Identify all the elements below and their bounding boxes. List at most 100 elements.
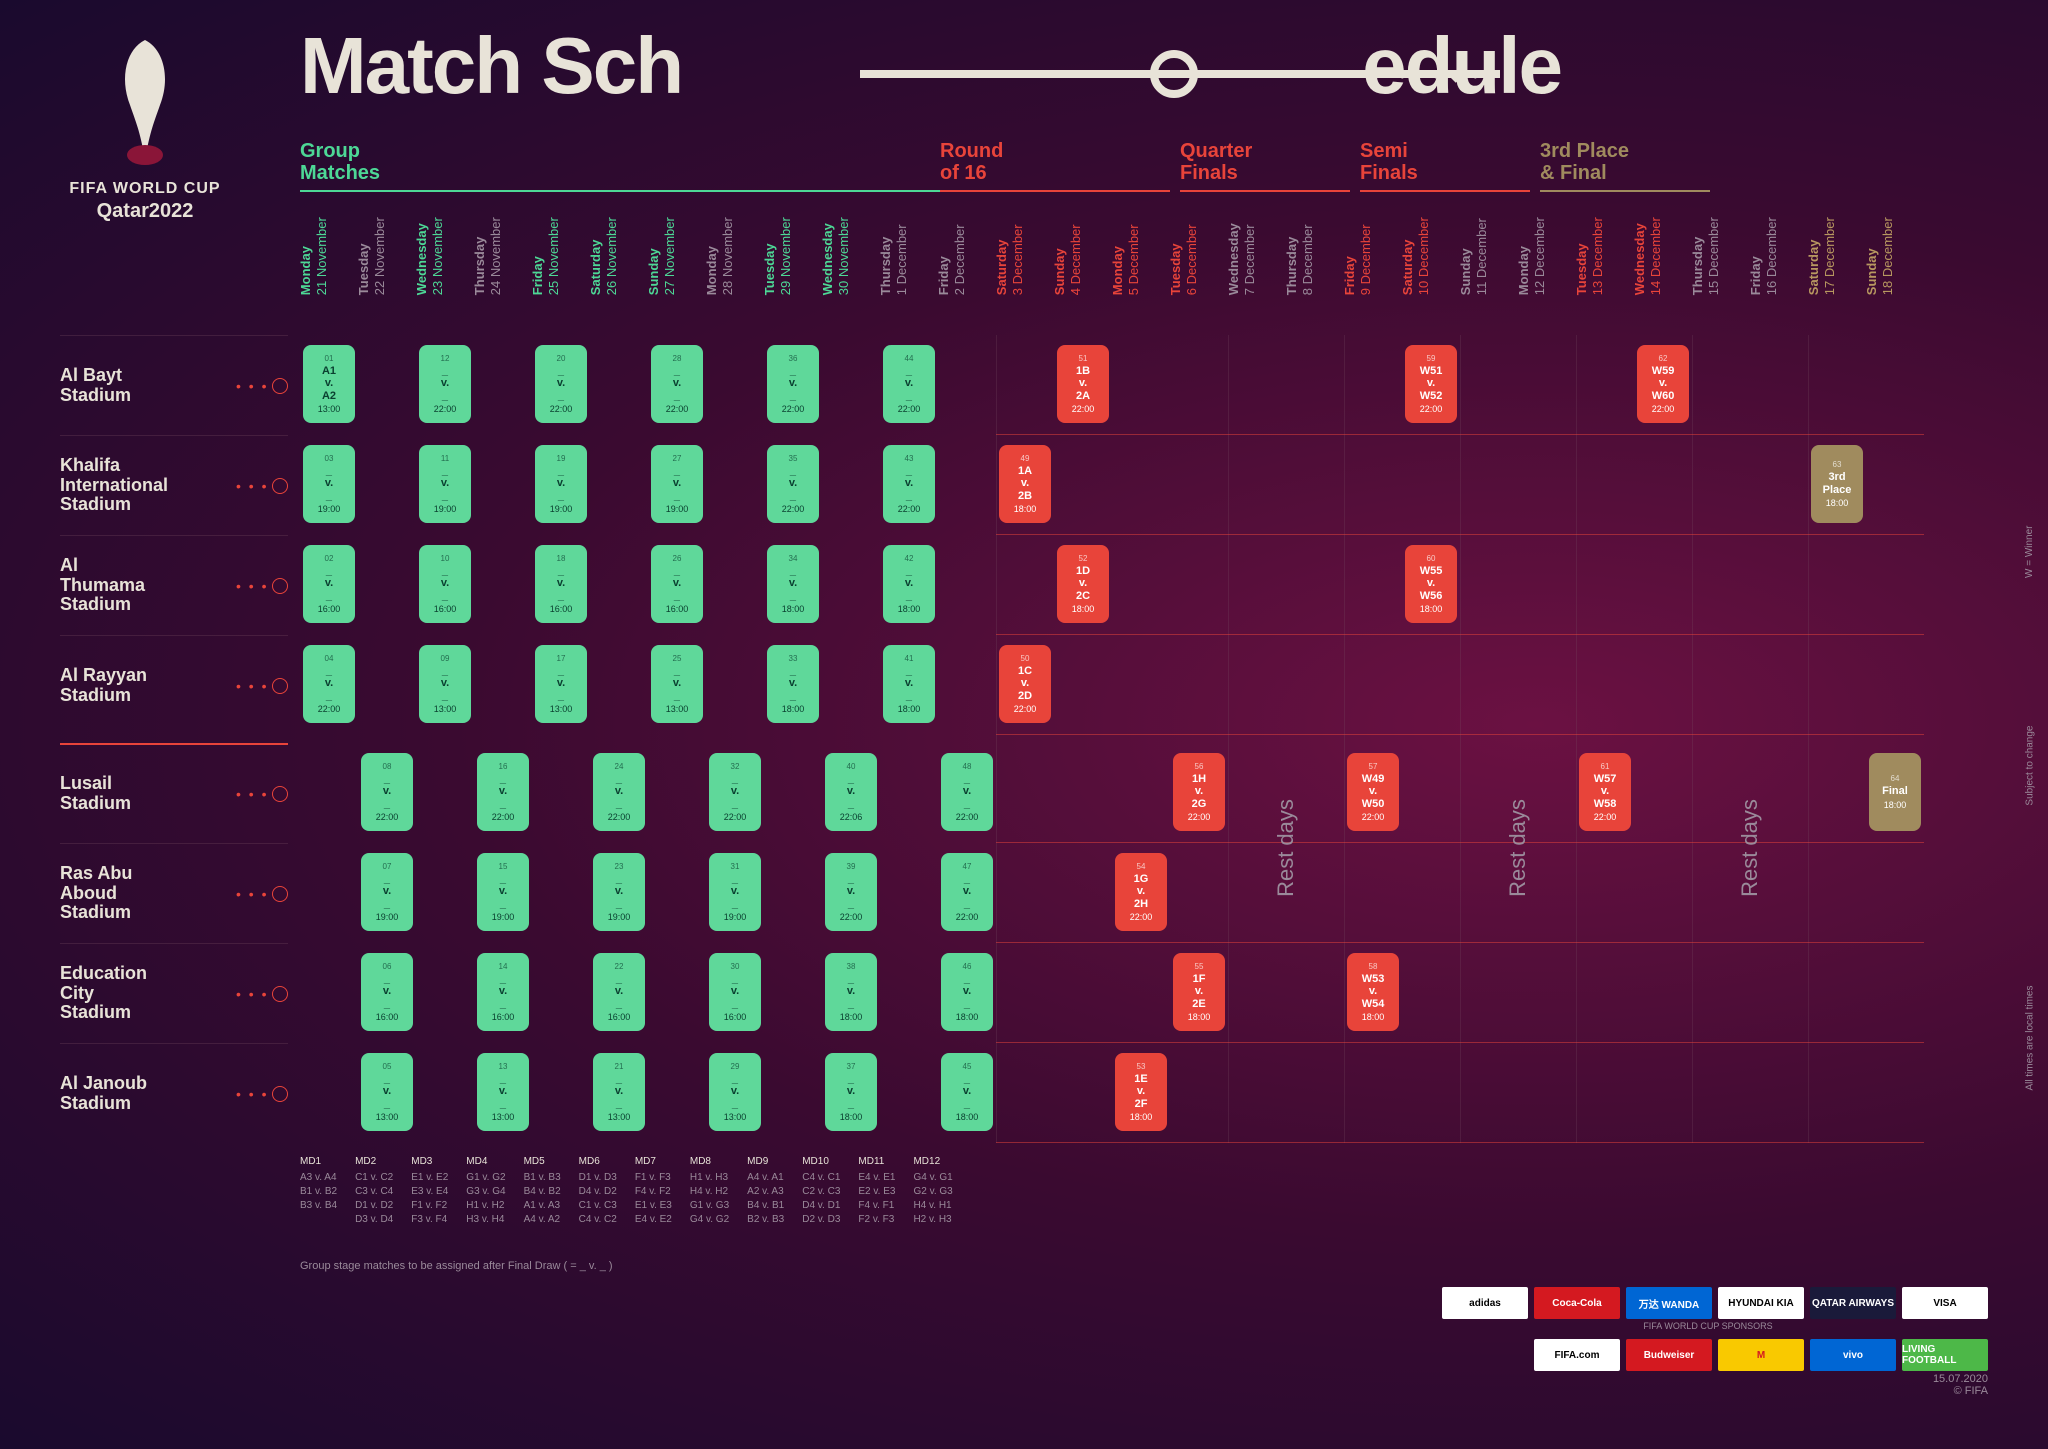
match-pill: 18_v._16:00 (535, 545, 587, 623)
date-column: Tuesday22 November (358, 210, 416, 310)
match-pill: 44_v._22:00 (883, 345, 935, 423)
logo-area: FIFA WORLD CUP Qatar2022 (60, 30, 230, 223)
match-pill: 511Bv.2A22:00 (1057, 345, 1109, 423)
date-column: Sunday18 December (1866, 210, 1924, 310)
match-pill: 501Cv.2D22:00 (999, 645, 1051, 723)
match-pill: 20_v._22:00 (535, 345, 587, 423)
date-column: Thursday15 December (1692, 210, 1750, 310)
match-pill: 12_v._22:00 (419, 345, 471, 423)
date-column: Thursday1 December (880, 210, 938, 310)
match-pill: 61W57v.W5822:00 (1579, 753, 1631, 831)
legend-column: MD9A4 v. A1A2 v. A3B4 v. B1B2 v. B3 (747, 1155, 784, 1227)
sponsor-logo: vivo (1810, 1339, 1896, 1371)
ball-icon (272, 678, 288, 694)
sponsors-label: FIFA WORLD CUP SPONSORS (1428, 1321, 1988, 1331)
match-pill: 45_v._18:00 (941, 1053, 993, 1131)
rest-days-label: Rest days (1737, 799, 1763, 897)
match-pill: 13_v._13:00 (477, 1053, 529, 1131)
date-column: Monday5 December (1112, 210, 1170, 310)
date-column: Sunday27 November (648, 210, 706, 310)
side-note-times: All times are local times (2025, 986, 2036, 1091)
trophy-icon (95, 30, 195, 170)
sponsor-logo: HYUNDAI KIA (1718, 1287, 1804, 1319)
date-column: Wednesday30 November (822, 210, 880, 310)
title-dots: • • • ◆ • • • (1400, 68, 1516, 85)
match-pill: 08_v._22:00 (361, 753, 413, 831)
sponsor-logo: LIVING FOOTBALL (1902, 1339, 1988, 1371)
date-column: Wednesday14 December (1634, 210, 1692, 310)
match-pill: 03_v._19:00 (303, 445, 355, 523)
stage-label: SemiFinals (1360, 140, 1530, 192)
match-pill: 26_v._16:00 (651, 545, 703, 623)
rest-days-label: Rest days (1273, 799, 1299, 897)
match-pill: 541Gv.2H22:00 (1115, 853, 1167, 931)
legend-column: MD7F1 v. F3F4 v. F2E1 v. E3E4 v. E2 (635, 1155, 672, 1227)
match-pill: 34_v._18:00 (767, 545, 819, 623)
match-pill: 40_v._22:06 (825, 753, 877, 831)
match-pill: 28_v._22:00 (651, 345, 703, 423)
match-pill: 561Hv.2G22:00 (1173, 753, 1225, 831)
date-column: Sunday11 December (1460, 210, 1518, 310)
date-column: Wednesday7 December (1228, 210, 1286, 310)
match-pill: 57W49v.W5022:00 (1347, 753, 1399, 831)
match-pill: 31_v._19:00 (709, 853, 761, 931)
match-pill: 06_v._16:00 (361, 953, 413, 1031)
stage-label: GroupMatches (300, 140, 1000, 192)
sponsor-logo: QATAR AIRWAYS (1810, 1287, 1896, 1319)
legend: MD1A3 v. A4B1 v. B2B3 v. B4MD2C1 v. C2C3… (300, 1155, 953, 1227)
stadium-row: Al JanoubStadium• • • (60, 1043, 288, 1143)
match-pill: 07_v._19:00 (361, 853, 413, 931)
ball-icon (272, 786, 288, 802)
legend-column: MD1A3 v. A4B1 v. B2B3 v. B4 (300, 1155, 337, 1227)
match-pill: 48_v._22:00 (941, 753, 993, 831)
match-pill: 23_v._19:00 (593, 853, 645, 931)
match-pill: 37_v._18:00 (825, 1053, 877, 1131)
legend-column: MD5B1 v. B3B4 v. B2A1 v. A3A4 v. A2 (524, 1155, 561, 1227)
date-column: Friday16 December (1750, 210, 1808, 310)
date-column: Thursday8 December (1286, 210, 1344, 310)
stadium-row: Ras AbuAboudStadium• • • (60, 843, 288, 943)
match-pill: 11_v._19:00 (419, 445, 471, 523)
date-column: Sunday4 December (1054, 210, 1112, 310)
sponsor-logo: Budweiser (1626, 1339, 1712, 1371)
date-column: Friday25 November (532, 210, 590, 310)
date-column: Monday28 November (706, 210, 764, 310)
legend-note: Group stage matches to be assigned after… (300, 1260, 613, 1272)
legend-column: MD8H1 v. H3H4 v. H2G1 v. G3G4 v. G2 (690, 1155, 729, 1227)
match-pill: 531Ev.2F18:00 (1115, 1053, 1167, 1131)
match-pill: 38_v._18:00 (825, 953, 877, 1031)
sponsor-logo: 万达 WANDA (1626, 1287, 1712, 1319)
match-pill: 521Dv.2C18:00 (1057, 545, 1109, 623)
match-pill: 04_v._22:00 (303, 645, 355, 723)
ball-icon (272, 886, 288, 902)
match-pill: 36_v._22:00 (767, 345, 819, 423)
match-pill: 01A1v.A213:00 (303, 345, 355, 423)
match-pill: 491Av.2B18:00 (999, 445, 1051, 523)
sponsors-row-1: adidasCoca-Cola万达 WANDAHYUNDAI KIAQATAR … (1428, 1287, 1988, 1319)
date-column: Saturday3 December (996, 210, 1054, 310)
date-column: Tuesday29 November (764, 210, 822, 310)
match-pill: 633rdPlace18:00 (1811, 445, 1863, 523)
match-pill: 58W53v.W5418:00 (1347, 953, 1399, 1031)
legend-column: MD6D1 v. D3D4 v. D2C1 v. C3C4 v. C2 (579, 1155, 617, 1227)
match-pill: 39_v._22:00 (825, 853, 877, 931)
title-circle-icon (1150, 50, 1198, 98)
date-column: Tuesday13 December (1576, 210, 1634, 310)
ball-icon (272, 986, 288, 1002)
date-column: Friday2 December (938, 210, 996, 310)
stage-label: 3rd Place& Final (1540, 140, 1710, 192)
match-pill: 25_v._13:00 (651, 645, 703, 723)
match-pill: 09_v._13:00 (419, 645, 471, 723)
date-column: Thursday24 November (474, 210, 532, 310)
match-pill: 47_v._22:00 (941, 853, 993, 931)
match-pill: 46_v._18:00 (941, 953, 993, 1031)
date-column: Wednesday23 November (416, 210, 474, 310)
page-title: Match Schedule (300, 20, 1561, 112)
stadium-row: Al BaytStadium• • • (60, 335, 288, 435)
match-pill: 29_v._13:00 (709, 1053, 761, 1131)
match-pill: 27_v._19:00 (651, 445, 703, 523)
match-pill: 19_v._19:00 (535, 445, 587, 523)
stadium-labels: Al BaytStadium• • •KhalifaInternationalS… (60, 335, 288, 1143)
match-pill: 62W59v.W6022:00 (1637, 345, 1689, 423)
rest-days-label: Rest days (1505, 799, 1531, 897)
